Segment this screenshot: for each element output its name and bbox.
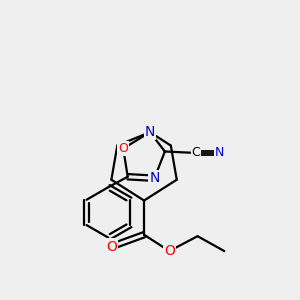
Text: O: O: [106, 240, 117, 254]
Text: O: O: [118, 142, 128, 155]
Text: C: C: [192, 146, 200, 160]
Text: N: N: [145, 125, 155, 139]
Text: N: N: [215, 146, 224, 160]
Text: N: N: [149, 171, 160, 185]
Text: O: O: [164, 244, 175, 258]
